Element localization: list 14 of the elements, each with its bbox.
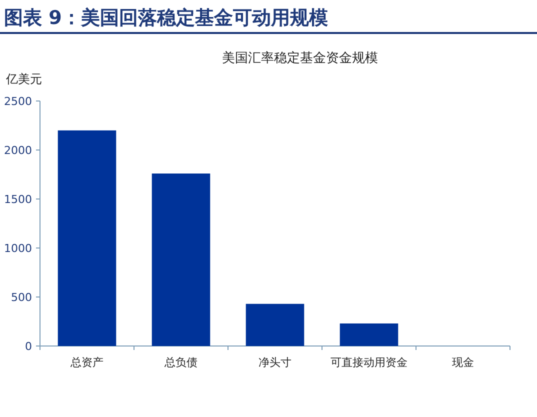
y-tick-label: 500 <box>11 291 32 304</box>
chart-subtitle: 美国汇率稳定基金资金规模 <box>222 50 378 66</box>
y-tick-label: 2500 <box>4 95 32 108</box>
x-tick-label: 总负债 <box>164 356 198 369</box>
y-tick-label: 1000 <box>4 242 32 255</box>
x-tick-label: 净头寸 <box>258 356 292 369</box>
x-tick-label: 可直接动用资金 <box>330 356 408 369</box>
y-tick-label: 0 <box>25 340 32 353</box>
y-tick-label: 2000 <box>4 144 32 157</box>
y-axis-title: 亿美元 <box>5 72 42 86</box>
x-tick-label: 总资产 <box>70 356 104 369</box>
title: 图表 9：美国回落稳定基金可动用规模 <box>4 7 328 29</box>
y-tick-label: 1500 <box>4 193 32 206</box>
x-tick-label: 现金 <box>452 356 474 369</box>
